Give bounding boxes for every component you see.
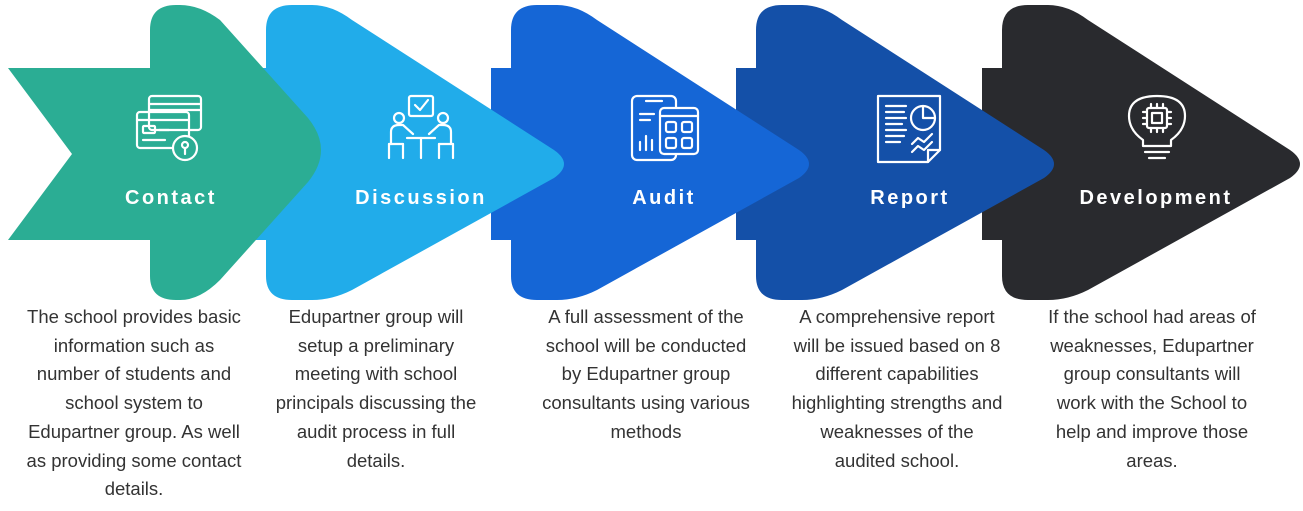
step-description-audit: A full assessment of the school will be …: [542, 306, 750, 442]
report-document-icon: [876, 94, 942, 164]
audit-dashboard-icon: [630, 94, 700, 162]
step-description-development: If the school had areas of weaknesses, E…: [1048, 306, 1256, 471]
step-description-discussion: Edupartner group will setup a preliminar…: [275, 306, 477, 471]
lightbulb-chip-icon: [1127, 94, 1187, 160]
arrow-contact: [8, 5, 321, 300]
arrow-audit: [491, 5, 809, 300]
step-description-report: A comprehensive report will be issued ba…: [791, 306, 1003, 471]
step-title-development: Development: [1079, 187, 1233, 209]
step-description-contact: The school provides basic information su…: [26, 306, 242, 500]
arrow-report: [736, 5, 1054, 300]
step-title-audit: Audit: [632, 187, 696, 209]
step-title-discussion: Discussion: [355, 187, 487, 209]
credit-card-lock-icon: [135, 94, 203, 162]
arrow-development: [982, 5, 1300, 300]
step-title-contact: Contact: [125, 187, 217, 209]
process-arrows: [8, 5, 1300, 300]
meeting-discussion-icon: [387, 94, 455, 160]
arrow-discussion: [246, 5, 564, 300]
step-title-report: Report: [870, 187, 950, 209]
